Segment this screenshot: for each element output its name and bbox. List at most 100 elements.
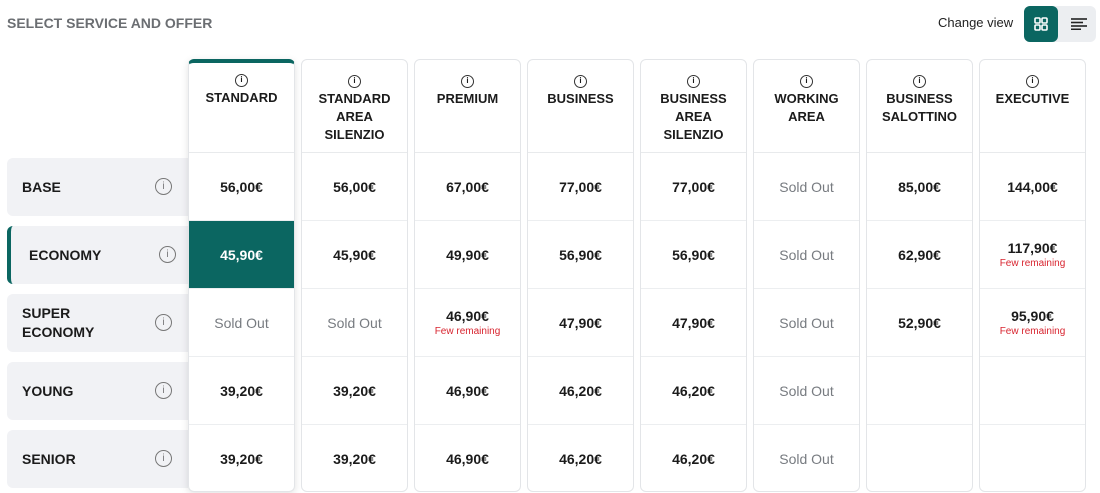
price-cell: [867, 425, 972, 493]
info-icon[interactable]: i: [155, 382, 172, 399]
fare-label: YOUNG: [22, 382, 74, 399]
info-icon[interactable]: i: [159, 246, 176, 263]
price-cell[interactable]: 67,00€: [415, 153, 520, 221]
price: Sold Out: [779, 314, 834, 331]
service-column: i BUSINESS 77,00€ 56,90€ 47,90€ 46,20€ 46,20€: [527, 59, 634, 492]
price-cell[interactable]: 46,20€: [528, 425, 633, 493]
service-name: BUSINESS: [547, 91, 614, 106]
change-view-label: Change view: [938, 15, 1014, 30]
price-cell[interactable]: 56,90€: [528, 221, 633, 289]
price-cell: Sold Out: [754, 221, 859, 289]
few-remaining-badge: Few remaining: [999, 258, 1066, 269]
fare-row-senior[interactable]: SENIOR i: [7, 430, 188, 488]
price-cell[interactable]: 39,20€: [302, 425, 407, 493]
price-cell[interactable]: 52,90€: [867, 289, 972, 357]
price: Sold Out: [327, 314, 382, 331]
price-cell[interactable]: 46,90€: [415, 357, 520, 425]
info-icon[interactable]: i: [800, 75, 813, 88]
price-cell[interactable]: 45,90€: [189, 221, 294, 289]
price: 39,20€: [220, 451, 263, 467]
info-icon[interactable]: i: [574, 75, 587, 88]
grid-view-button[interactable]: [1024, 6, 1058, 42]
service-header[interactable]: i STANDARD: [189, 63, 294, 153]
price-cell[interactable]: 46,20€: [528, 357, 633, 425]
price-cell[interactable]: 49,90€: [415, 221, 520, 289]
price: 144,00€: [1007, 178, 1058, 195]
price: 77,00€: [559, 178, 602, 195]
price-cell[interactable]: 56,90€: [641, 221, 746, 289]
service-header[interactable]: i PREMIUM: [415, 60, 520, 153]
price: 95,90€: [1011, 308, 1054, 324]
price: Sold Out: [779, 178, 834, 195]
service-header[interactable]: i STANDARD AREA SILENZIO: [302, 60, 407, 153]
price-cell: Sold Out: [302, 289, 407, 357]
price-cell[interactable]: 47,90€: [641, 289, 746, 357]
fare-row-super-economy[interactable]: SUPER ECONOMY i: [7, 294, 188, 352]
price-cell[interactable]: 85,00€: [867, 153, 972, 221]
price: 46,20€: [559, 451, 602, 467]
service-column: i PREMIUM 67,00€ 49,90€ 46,90€ Few remaining 4…: [414, 59, 521, 492]
info-icon[interactable]: i: [348, 75, 361, 88]
price: 56,90€: [559, 246, 602, 263]
price-cell[interactable]: 47,90€: [528, 289, 633, 357]
price: 45,90€: [333, 246, 376, 263]
service-name: STANDARD: [205, 90, 278, 105]
service-header[interactable]: i BUSINESS SALOTTINO: [867, 60, 972, 153]
service-column: i STANDARD AREA SILENZIO 56,00€ 45,90€ Sold …: [301, 59, 408, 492]
price: 47,90€: [672, 314, 715, 331]
info-icon[interactable]: i: [235, 74, 248, 87]
price-cell[interactable]: 144,00€: [980, 153, 1085, 221]
price-cell[interactable]: 46,20€: [641, 357, 746, 425]
price: 46,90€: [446, 382, 489, 399]
price-cell[interactable]: 117,90€ Few remaining: [980, 221, 1085, 289]
service-column: i BUSINESS SALOTTINO 85,00€ 62,90€ 52,90€: [866, 59, 973, 492]
price: 39,20€: [333, 451, 376, 467]
price-cell[interactable]: 77,00€: [528, 153, 633, 221]
price: 56,00€: [333, 178, 376, 195]
page-title: SELECT SERVICE AND OFFER: [7, 15, 213, 31]
info-icon[interactable]: i: [1026, 75, 1039, 88]
price-cell[interactable]: 46,20€: [641, 425, 746, 493]
price-cell[interactable]: 95,90€ Few remaining: [980, 289, 1085, 357]
price-cell[interactable]: 62,90€: [867, 221, 972, 289]
price: Sold Out: [779, 382, 834, 399]
info-icon[interactable]: i: [155, 178, 172, 195]
service-header[interactable]: i BUSINESS: [528, 60, 633, 153]
price-cell[interactable]: 56,00€: [302, 153, 407, 221]
service-header[interactable]: i WORKING AREA: [754, 60, 859, 153]
price: 67,00€: [446, 178, 489, 195]
price-cell[interactable]: 39,20€: [302, 357, 407, 425]
info-icon[interactable]: i: [155, 450, 172, 467]
price: Sold Out: [779, 246, 834, 263]
price-cell[interactable]: 46,90€ Few remaining: [415, 289, 520, 357]
price-cell: Sold Out: [754, 425, 859, 493]
info-icon[interactable]: i: [913, 75, 926, 88]
fare-row-economy[interactable]: ECONOMY i: [7, 226, 188, 284]
fare-label: SUPER ECONOMY: [22, 305, 95, 340]
price: 62,90€: [898, 246, 941, 263]
info-icon[interactable]: i: [461, 75, 474, 88]
price-cell[interactable]: 56,00€: [189, 153, 294, 221]
info-icon[interactable]: i: [687, 75, 700, 88]
price-cell[interactable]: 39,20€: [189, 425, 294, 493]
price-cell[interactable]: 77,00€: [641, 153, 746, 221]
price: 46,20€: [672, 382, 715, 399]
price-cell: [980, 425, 1085, 493]
price-cell[interactable]: 46,90€: [415, 425, 520, 493]
list-view-button[interactable]: [1062, 6, 1096, 42]
price-cell: [980, 357, 1085, 425]
price-cell: Sold Out: [754, 357, 859, 425]
service-header[interactable]: i EXECUTIVE: [980, 60, 1085, 153]
price: 47,90€: [559, 314, 602, 331]
fare-row-base[interactable]: BASE i: [7, 158, 188, 216]
fare-label: ECONOMY: [29, 246, 102, 263]
service-name: STANDARD AREA SILENZIO: [318, 91, 391, 142]
price-cell[interactable]: 39,20€: [189, 357, 294, 425]
few-remaining-badge: Few remaining: [434, 326, 501, 337]
fare-row-young[interactable]: YOUNG i: [7, 362, 188, 420]
service-column: i EXECUTIVE 144,00€ 117,90€ Few remaining 95,…: [979, 59, 1086, 492]
price: 46,20€: [672, 451, 715, 467]
price-cell[interactable]: 45,90€: [302, 221, 407, 289]
service-header[interactable]: i BUSINESS AREA SILENZIO: [641, 60, 746, 153]
info-icon[interactable]: i: [155, 314, 172, 331]
